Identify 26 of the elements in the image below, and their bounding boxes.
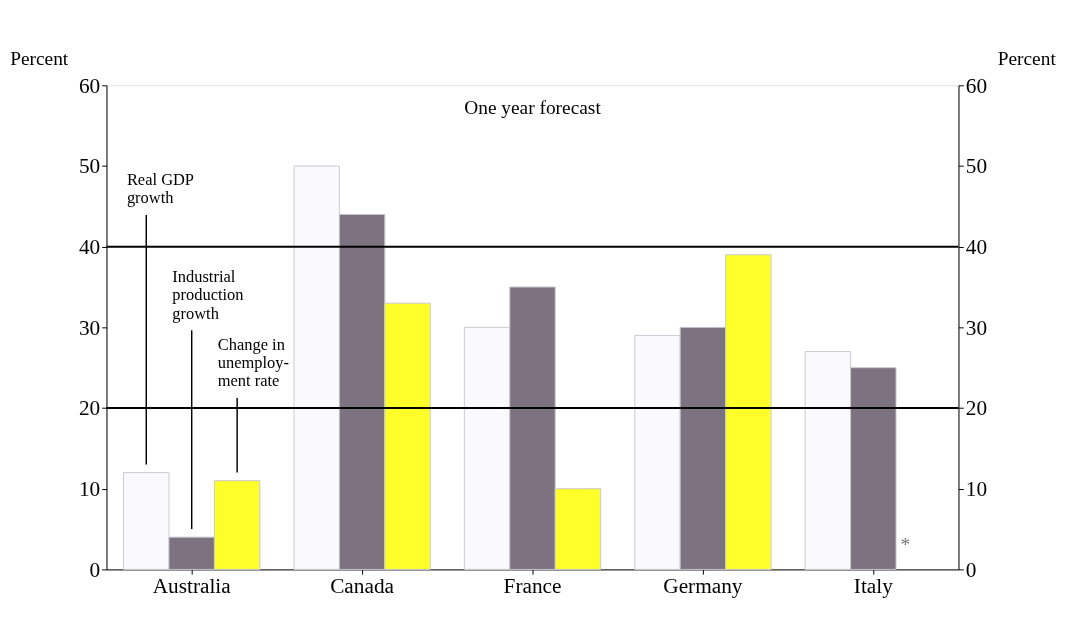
- text: Industrial production growth: [172, 266, 244, 323]
- y-axis-title: Percent: [10, 47, 69, 69]
- y2-tick-label: 50: [965, 154, 988, 179]
- x-tick-label: Canada: [330, 574, 395, 599]
- text: Real GDP growth: [126, 170, 195, 208]
- text: Change in unemploy-ment rate: [217, 334, 289, 391]
- x-tick-label: Italy: [853, 574, 894, 599]
- y2-tick-label: 0: [965, 557, 977, 582]
- x-tick-label: France: [503, 574, 562, 599]
- y-tick-label: 60: [78, 73, 101, 98]
- y-tick-label: 30: [78, 315, 101, 340]
- y-tick-label: 50: [78, 154, 101, 179]
- y-tick-label: 40: [78, 234, 101, 259]
- y2-tick-label: 40: [965, 234, 988, 259]
- y-tick-label: 20: [78, 396, 101, 421]
- y2-tick-label: 60: [965, 73, 988, 98]
- y2-axis-title: Percent: [997, 47, 1057, 69]
- x-tick-label: Australia: [152, 574, 232, 599]
- y2-tick-label: 10: [965, 476, 988, 501]
- y2-tick-label: 30: [965, 315, 988, 340]
- y-tick-label: 0: [89, 557, 101, 582]
- y-tick-label: 10: [78, 476, 101, 501]
- annotation: *: [900, 534, 911, 556]
- text: One year forecast: [464, 97, 602, 119]
- y2-tick-label: 20: [965, 396, 988, 421]
- x-tick-label: Germany: [663, 574, 743, 599]
